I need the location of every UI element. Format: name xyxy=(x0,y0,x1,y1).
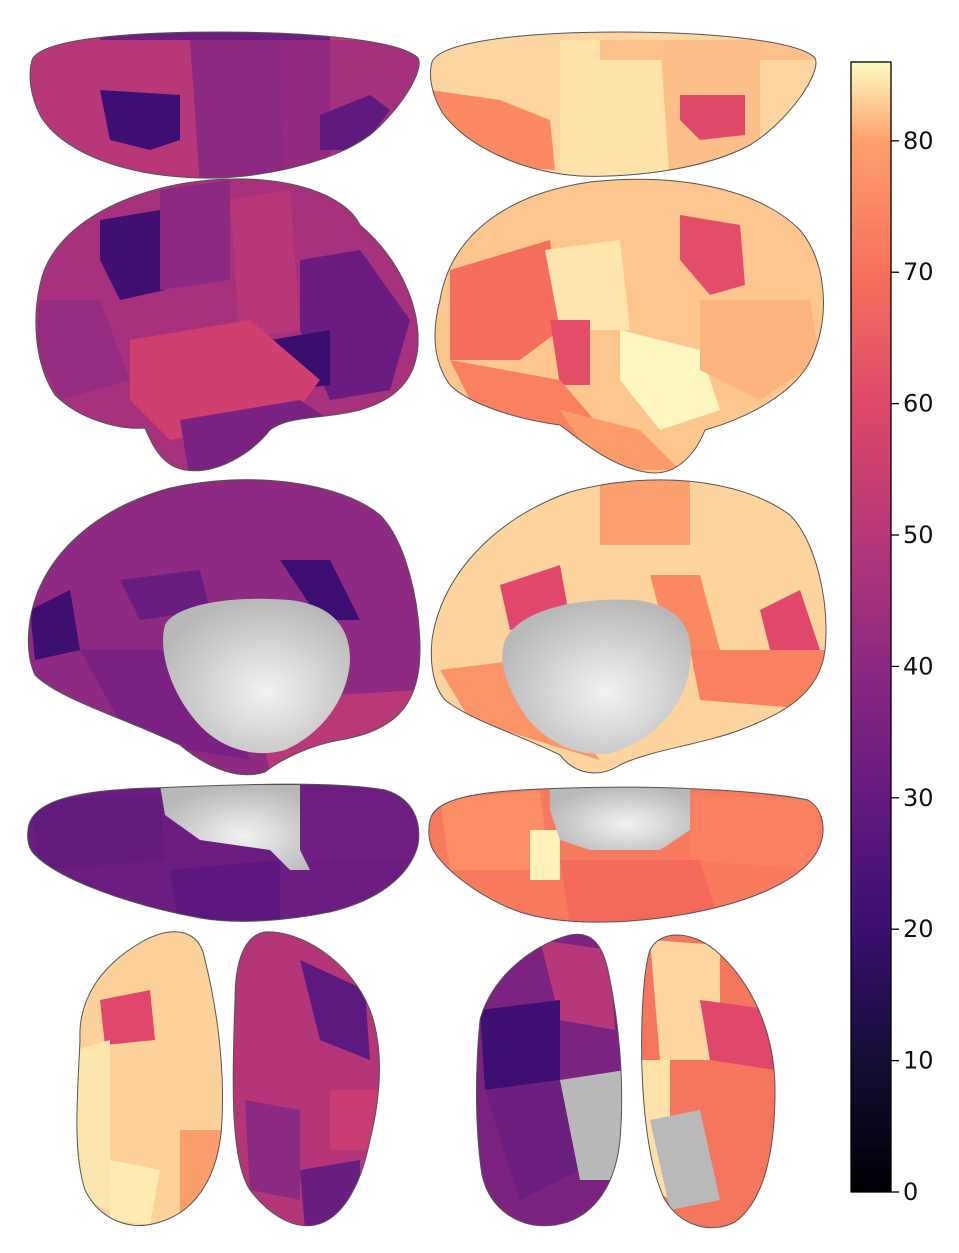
posterior-4-outline xyxy=(641,934,776,1229)
superior-right-outline xyxy=(429,31,817,177)
colorbar-ticks: 0 10 20 30 40 50 60 70 80 xyxy=(891,127,934,1206)
colorbar-tick-label: 20 xyxy=(903,915,934,943)
anterior-1-outline xyxy=(76,931,224,1226)
lateral-right-outline xyxy=(434,178,824,474)
colorbar-tick-label: 10 xyxy=(903,1047,934,1075)
anterior-view-left-hemi xyxy=(76,931,223,1226)
colorbar-tick-label: 70 xyxy=(903,258,934,286)
medial-wall-left xyxy=(163,598,350,754)
medial-wall-right xyxy=(502,599,691,754)
inferior-view-left xyxy=(27,784,419,922)
posterior-3-outline xyxy=(475,933,623,1227)
medial-wall-inferior-right xyxy=(550,787,690,850)
inferior-left-outline xyxy=(27,783,420,922)
posterior-view-left-hemi xyxy=(476,934,622,1226)
colorbar: 0 10 20 30 40 50 60 70 80 xyxy=(850,61,934,1206)
inferior-view-right xyxy=(428,787,824,923)
colorbar-tick-label: 40 xyxy=(903,652,934,680)
posterior-view-right-hemi xyxy=(641,935,775,1228)
medial-view-left xyxy=(28,480,420,775)
colorbar-gradient xyxy=(850,61,892,1193)
inferior-right-outline xyxy=(428,786,824,923)
lateral-view-left xyxy=(35,178,419,471)
colorbar-tick-label: 0 xyxy=(903,1178,918,1206)
lateral-left-outline xyxy=(35,178,419,472)
colorbar-tick-label: 60 xyxy=(903,390,934,418)
medial-left-outline xyxy=(27,479,421,776)
medial-view-right xyxy=(431,480,826,773)
lateral-view-right xyxy=(434,179,824,473)
medial-wall-inferior-left xyxy=(160,785,310,870)
anterior-2-outline xyxy=(232,931,380,1227)
medial-right-outline xyxy=(430,479,827,774)
colorbar-tick-label: 50 xyxy=(903,521,934,549)
colorbar-tick-label: 80 xyxy=(903,127,934,155)
superior-view-left xyxy=(30,32,420,179)
colorbar-tick-label: 30 xyxy=(903,784,934,812)
superior-left-outline xyxy=(29,31,420,179)
superior-view-right xyxy=(430,32,816,177)
